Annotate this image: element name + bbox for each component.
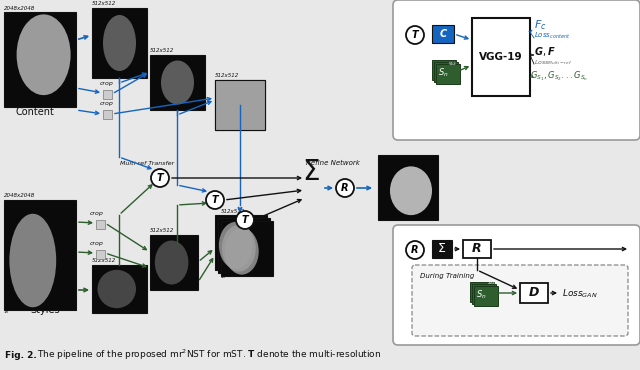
Text: VGG-19: VGG-19 [479, 52, 523, 62]
Ellipse shape [390, 166, 432, 215]
FancyBboxPatch shape [520, 283, 548, 303]
Text: 2048: 2048 [488, 281, 499, 285]
FancyBboxPatch shape [393, 0, 640, 140]
Text: crop: crop [90, 241, 104, 246]
Text: 512: 512 [449, 62, 457, 66]
Text: T: T [242, 215, 248, 225]
Text: $\mathit{Loss}_{Multi-ref}$: $\mathit{Loss}_{Multi-ref}$ [534, 58, 572, 67]
Text: 4n: 4n [221, 275, 226, 279]
Text: Styles: Styles [30, 305, 60, 315]
Text: C: C [440, 29, 447, 39]
Text: $\Sigma$: $\Sigma$ [437, 242, 447, 256]
Text: 1n: 1n [4, 310, 9, 314]
FancyBboxPatch shape [432, 60, 456, 80]
Circle shape [236, 211, 254, 229]
Text: crop: crop [90, 211, 104, 216]
FancyBboxPatch shape [463, 240, 491, 258]
Text: During Training: During Training [420, 273, 474, 279]
Ellipse shape [219, 222, 253, 269]
Ellipse shape [103, 15, 136, 71]
FancyBboxPatch shape [432, 240, 452, 258]
Text: 512x512: 512x512 [215, 73, 239, 78]
Text: $\Sigma$: $\Sigma$ [302, 158, 320, 186]
Text: Multi-ref Transfer: Multi-ref Transfer [120, 161, 174, 166]
Text: T: T [157, 173, 163, 183]
Text: crop: crop [100, 101, 114, 106]
FancyBboxPatch shape [92, 8, 147, 78]
Ellipse shape [17, 14, 70, 95]
Text: $S_n$: $S_n$ [476, 289, 486, 301]
Text: $F_c$: $F_c$ [534, 18, 547, 32]
FancyBboxPatch shape [96, 220, 105, 229]
Text: R: R [412, 245, 419, 255]
FancyBboxPatch shape [103, 90, 112, 99]
FancyBboxPatch shape [474, 286, 498, 306]
FancyBboxPatch shape [215, 80, 265, 130]
Circle shape [206, 191, 224, 209]
Text: R: R [472, 242, 482, 256]
Text: $\mathit{Loss}_{GAN}$: $\mathit{Loss}_{GAN}$ [562, 288, 598, 300]
Text: The pipeline of the proposed mr$^2$NST for mST. $\mathbf{T}$ denote the multi-re: The pipeline of the proposed mr$^2$NST f… [37, 347, 381, 362]
Ellipse shape [10, 214, 56, 307]
Text: R: R [341, 183, 349, 193]
FancyBboxPatch shape [4, 200, 76, 310]
FancyBboxPatch shape [4, 12, 76, 107]
Text: T: T [412, 30, 419, 40]
Circle shape [406, 241, 424, 259]
Ellipse shape [225, 228, 259, 275]
Ellipse shape [97, 270, 136, 308]
Circle shape [406, 26, 424, 44]
FancyBboxPatch shape [150, 235, 198, 290]
Ellipse shape [161, 61, 194, 104]
FancyBboxPatch shape [221, 221, 273, 276]
FancyBboxPatch shape [472, 18, 530, 96]
Text: 512x512: 512x512 [92, 1, 116, 6]
FancyBboxPatch shape [436, 64, 460, 84]
FancyBboxPatch shape [434, 62, 458, 82]
FancyBboxPatch shape [472, 284, 496, 304]
FancyBboxPatch shape [393, 225, 640, 345]
FancyBboxPatch shape [378, 155, 438, 220]
Ellipse shape [222, 225, 256, 272]
Text: Fig. 2.: Fig. 2. [5, 351, 36, 360]
Circle shape [336, 179, 354, 197]
FancyBboxPatch shape [215, 80, 265, 130]
Text: Content: Content [15, 107, 54, 117]
Text: 512x512: 512x512 [150, 228, 174, 233]
FancyBboxPatch shape [215, 215, 267, 270]
FancyBboxPatch shape [218, 218, 270, 273]
Text: Refine Network: Refine Network [306, 160, 360, 166]
Text: D: D [529, 286, 539, 299]
FancyBboxPatch shape [150, 55, 205, 110]
Circle shape [151, 169, 169, 187]
Text: $\mathit{Loss}_{content}$: $\mathit{Loss}_{content}$ [534, 31, 570, 41]
Text: $S_n$: $S_n$ [438, 67, 449, 79]
FancyBboxPatch shape [470, 282, 494, 302]
Text: T: T [212, 195, 218, 205]
FancyBboxPatch shape [432, 25, 454, 43]
Text: 2048x2048: 2048x2048 [4, 6, 35, 11]
Text: $G_{S_1},G_{S_2}...G_{S_n}$: $G_{S_1},G_{S_2}...G_{S_n}$ [530, 69, 588, 83]
FancyBboxPatch shape [92, 265, 147, 313]
Text: 1ef: 1ef [265, 267, 271, 271]
FancyBboxPatch shape [96, 250, 105, 259]
FancyBboxPatch shape [103, 110, 112, 119]
Text: 512x512: 512x512 [150, 48, 174, 53]
Ellipse shape [155, 240, 188, 285]
Text: 512x512: 512x512 [92, 258, 116, 263]
Text: crop: crop [100, 81, 114, 86]
FancyBboxPatch shape [412, 265, 628, 336]
Text: 2048x2048: 2048x2048 [4, 193, 35, 198]
Text: $\boldsymbol{G,F}$: $\boldsymbol{G,F}$ [534, 45, 556, 58]
Text: 512x512: 512x512 [221, 209, 245, 214]
